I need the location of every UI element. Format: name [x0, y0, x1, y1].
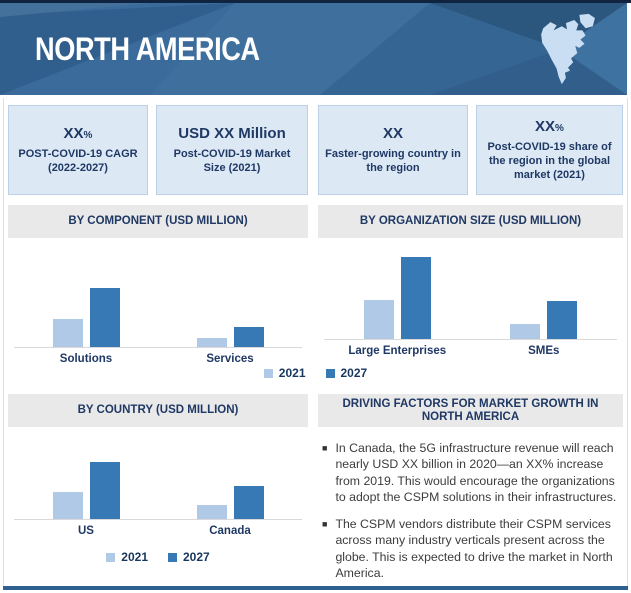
bar-group-large-enterprises	[332, 257, 462, 339]
stat-card-market-size: USD XX Million Post-COVID-19 Market Size…	[156, 105, 308, 195]
stat-description: Post-COVID-19 Market Size (2021)	[173, 148, 291, 174]
legend-swatch-2021	[106, 552, 116, 562]
category-label: Solutions	[59, 353, 113, 365]
by-component-chart: Solutions Services	[8, 240, 308, 365]
chart-plot-area	[324, 231, 617, 340]
bar-group-services	[165, 327, 295, 347]
bar-2021-large-enterprises	[363, 300, 394, 339]
category-label-cell: US	[21, 525, 151, 537]
stat-card-faster-growing-country: XX Faster-growing country in the region	[318, 105, 468, 195]
legend-swatch-2027	[325, 368, 335, 378]
bar-2027-smes	[547, 301, 578, 339]
legend-swatch-2027	[168, 552, 177, 562]
page-title: NORTH AMERICA	[35, 31, 260, 67]
bullet-icon: ■	[322, 519, 328, 530]
bar-group-solutions	[21, 288, 151, 347]
stat-value: XX%	[535, 118, 564, 135]
legend-country-chart: 2021 2027	[8, 550, 308, 564]
chart-plot-area	[14, 240, 302, 348]
bar-2021-services	[196, 338, 227, 347]
bar-2027-services	[233, 327, 264, 347]
banner-facet-background	[0, 3, 627, 95]
legend-label-2027: 2027	[340, 366, 368, 380]
section-header-by-country: BY COUNTRY (USD MILLION)	[8, 394, 308, 427]
category-label: SMEs	[528, 345, 560, 357]
stat-value: XX	[382, 125, 403, 142]
bar-2021-solutions	[52, 319, 83, 347]
bar-2021-us	[52, 492, 83, 519]
section-header-by-organization-size: BY ORGANIZATION SIZE (USD MILLION)	[318, 205, 623, 238]
category-label: Canada	[209, 525, 251, 537]
bar-2027-us	[89, 462, 120, 519]
category-label-cell: Solutions	[21, 353, 151, 365]
category-label-cell: Canada	[165, 525, 295, 537]
top-border	[0, 0, 631, 3]
bar-2027-canada	[233, 486, 264, 519]
stat-value: XX%	[63, 125, 93, 142]
stat-description: Post-COVID-19 share of the region in the…	[487, 141, 612, 181]
right-frame-line	[627, 98, 628, 586]
bar-2021-smes	[510, 324, 541, 339]
driving-factor-item: ■ In Canada, the 5G infrastructure reven…	[322, 440, 622, 505]
category-label-cell: SMEs	[479, 345, 609, 357]
bar-group-us	[21, 462, 151, 519]
stat-card-cagr: XX% POST-COVID-19 CAGR (2022-2027)	[8, 105, 148, 195]
stat-description: Faster-growing country in the region	[325, 148, 461, 174]
bar-2027-large-enterprises	[400, 257, 431, 339]
stat-value: USD XX Million	[178, 125, 286, 142]
bottom-accent-bar	[3, 586, 628, 590]
legend-swatch-2021	[263, 368, 273, 378]
by-organization-size-chart: Large Enterprises SMEs	[318, 231, 623, 357]
legend-label-2021: 2021	[278, 366, 306, 380]
legend-top-charts: 2021 2027	[0, 366, 631, 380]
category-label: Large Enterprises	[348, 345, 447, 357]
driving-factor-text: In Canada, the 5G infrastructure revenue…	[335, 441, 617, 504]
north-america-map-icon	[541, 13, 595, 85]
bar-group-canada	[165, 486, 295, 519]
category-label: Services	[206, 353, 254, 365]
left-frame-line	[3, 98, 4, 586]
bar-2027-solutions	[89, 288, 120, 347]
chart-plot-area	[14, 430, 302, 520]
section-header-by-component: BY COMPONENT (USD MILLION)	[8, 205, 308, 238]
stat-description: POST-COVID-19 CAGR (2022-2027)	[18, 148, 138, 174]
chart-category-labels: US Canada	[14, 520, 302, 537]
bar-group-smes	[479, 301, 609, 339]
region-banner: NORTH AMERICA	[0, 3, 627, 95]
category-label-cell: Large Enterprises	[332, 345, 462, 357]
legend-label-2027: 2027	[183, 550, 210, 564]
legend-label-2021: 2021	[121, 550, 148, 564]
chart-category-labels: Solutions Services	[14, 348, 302, 365]
driving-factor-text: The CSPM vendors distribute their CSPM s…	[335, 517, 613, 581]
bullet-icon: ■	[322, 443, 328, 453]
by-country-chart: US Canada	[8, 430, 308, 537]
category-label-cell: Services	[165, 353, 295, 365]
chart-category-labels: Large Enterprises SMEs	[324, 340, 617, 357]
category-label: US	[78, 525, 94, 537]
driving-factors-list: ■ In Canada, the 5G infrastructure reven…	[322, 440, 622, 592]
driving-factor-item: ■ The CSPM vendors distribute their CSPM…	[322, 516, 622, 581]
bar-2021-canada	[196, 505, 227, 519]
stat-card-global-share: XX% Post-COVID-19 share of the region in…	[476, 105, 623, 195]
section-header-driving-factors: DRIVING FACTORS FOR MARKET GROWTH IN NOR…	[318, 394, 623, 427]
